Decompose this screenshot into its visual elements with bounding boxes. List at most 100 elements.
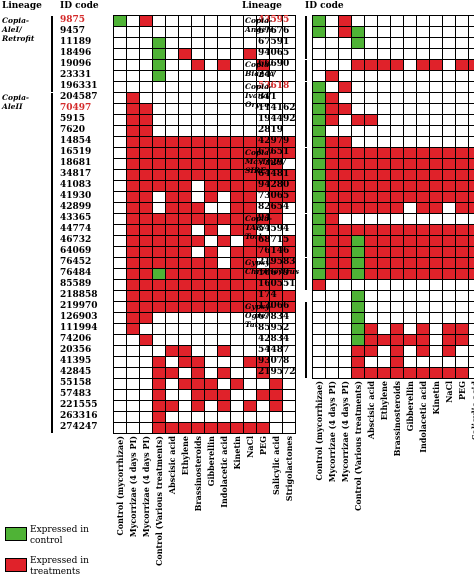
heatmap-cell (166, 170, 178, 180)
heatmap-cell (127, 247, 139, 257)
heatmap-cell (352, 170, 364, 180)
heatmap-cell (339, 357, 351, 367)
heatmap-cell (127, 280, 139, 290)
heatmap-cell (365, 82, 377, 92)
heatmap-cell (270, 203, 282, 213)
column-header: Strigolactones (284, 436, 294, 502)
heatmap-cell (192, 60, 204, 70)
heatmap-cell (365, 203, 377, 213)
heatmap-cell (257, 16, 269, 26)
heatmap-cell (456, 170, 468, 180)
heatmap-cell (153, 170, 165, 180)
heatmap-cell (140, 170, 152, 180)
heatmap-cell (231, 313, 243, 323)
heatmap-cell (205, 82, 217, 92)
heatmap-cell (365, 38, 377, 48)
heatmap-cell (352, 214, 364, 224)
heatmap-cell (469, 115, 474, 125)
heatmap-cell (244, 115, 256, 125)
heatmap-cell (456, 280, 468, 290)
heatmap-cell (231, 49, 243, 59)
heatmap-cell (114, 181, 126, 191)
heatmap-cell (257, 192, 269, 202)
heatmap-cell (270, 159, 282, 169)
heatmap-cell (326, 203, 338, 213)
heatmap-cell (153, 93, 165, 103)
heatmap-cell (417, 368, 429, 378)
heatmap-cell (166, 148, 178, 158)
heatmap-cell (270, 247, 282, 257)
heatmap-cell (378, 291, 390, 301)
heatmap-cell (443, 82, 455, 92)
heatmap-cell (270, 302, 282, 312)
heatmap-cell (404, 302, 416, 312)
lineage-label: Copia- AleII (2, 93, 30, 111)
heatmap-cell (283, 335, 295, 345)
heatmap-cell (244, 137, 256, 147)
heatmap-cell (270, 93, 282, 103)
heatmap-cell (283, 71, 295, 81)
heatmap-cell (443, 225, 455, 235)
heatmap-cell (244, 214, 256, 224)
heatmap-cell (244, 236, 256, 246)
heatmap-cell (114, 258, 126, 268)
heatmap-cell (166, 335, 178, 345)
heatmap-cell (231, 126, 243, 136)
heatmap-cell (166, 225, 178, 235)
heatmap-cell (391, 82, 403, 92)
heatmap-cell (378, 225, 390, 235)
heatmap-cell (179, 38, 191, 48)
heatmap-cell (127, 423, 139, 433)
heatmap-cell (270, 214, 282, 224)
heatmap-cell (365, 126, 377, 136)
heatmap-cell (443, 203, 455, 213)
heatmap-cell (365, 335, 377, 345)
heatmap-cell (365, 60, 377, 70)
heatmap-cell (313, 258, 325, 268)
heatmap-cell (153, 71, 165, 81)
lineage-label: Copia- TAR/ Tork (245, 214, 273, 241)
heatmap-cell (179, 49, 191, 59)
heatmap-cell (326, 258, 338, 268)
heatmap-cell (352, 104, 364, 114)
heatmap-cell (352, 225, 364, 235)
heatmap-cell (205, 93, 217, 103)
heatmap-cell (166, 16, 178, 26)
heatmap-cell (244, 368, 256, 378)
heatmap-cell (179, 258, 191, 268)
heatmap-cell (244, 192, 256, 202)
heatmap-cell (231, 390, 243, 400)
heatmap-cell (365, 225, 377, 235)
heatmap-cell (127, 368, 139, 378)
heatmap-cell (430, 236, 442, 246)
heatmap-cell (114, 148, 126, 158)
heatmap-cell (391, 258, 403, 268)
heatmap-cell (443, 335, 455, 345)
heatmap-cell (140, 280, 152, 290)
heatmap-cell (192, 181, 204, 191)
heatmap-cell (179, 346, 191, 356)
heatmap-cell (127, 38, 139, 48)
id-code-label: 41930 (60, 191, 92, 201)
heatmap-cell (270, 38, 282, 48)
heatmap-cell (127, 93, 139, 103)
heatmap-cell (283, 379, 295, 389)
heatmap-cell (417, 159, 429, 169)
heatmap-cell (114, 214, 126, 224)
heatmap-cell (352, 16, 364, 26)
heatmap-cell (192, 203, 204, 213)
id-code-label: 76484 (60, 268, 92, 278)
heatmap-cell (218, 225, 230, 235)
heatmap-cell (244, 379, 256, 389)
heatmap-cell (417, 27, 429, 37)
heatmap-cell (192, 170, 204, 180)
heatmap-cell (166, 280, 178, 290)
heatmap-cell (469, 137, 474, 147)
heatmap-cell (231, 346, 243, 356)
heatmap-cell (313, 346, 325, 356)
heatmap-cell (365, 280, 377, 290)
heatmap-cell (179, 192, 191, 202)
heatmap-cell (166, 27, 178, 37)
id-code-label: 19096 (60, 59, 92, 69)
heatmap-cell (365, 104, 377, 114)
